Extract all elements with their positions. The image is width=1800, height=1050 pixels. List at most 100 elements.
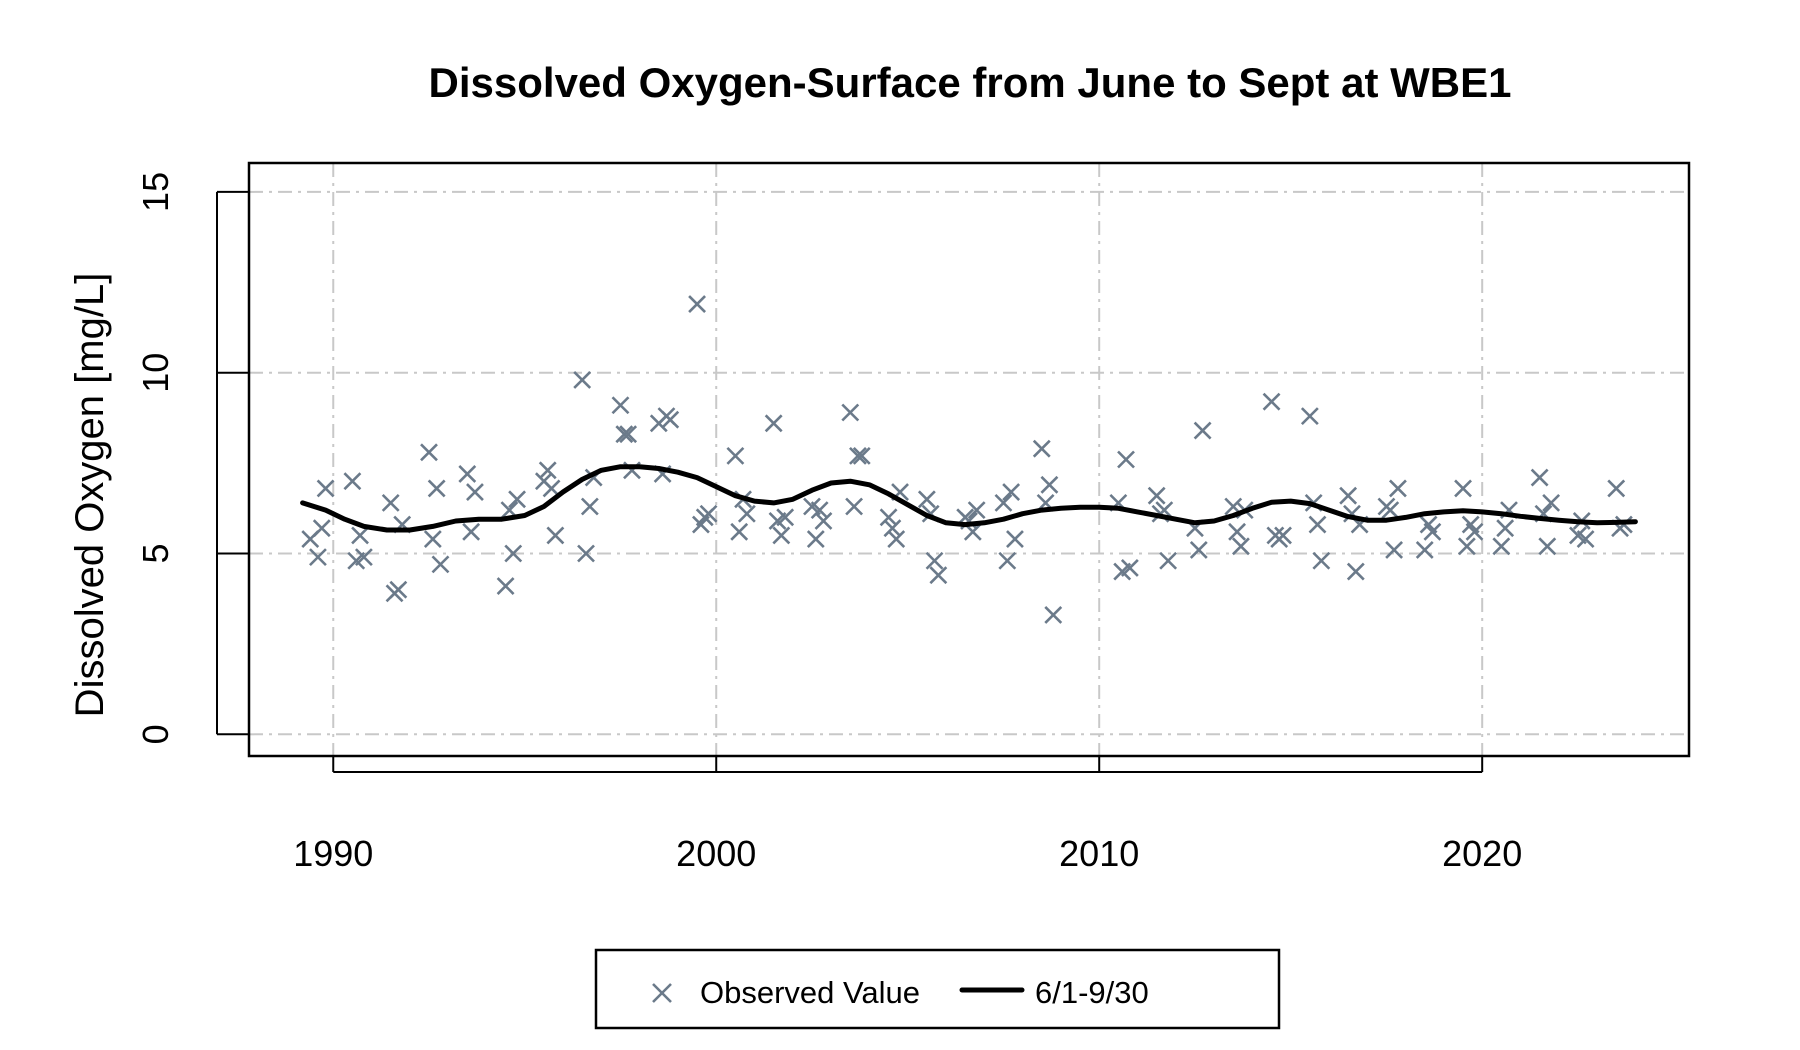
data-point <box>577 544 595 563</box>
data-point <box>737 504 756 523</box>
data-point <box>879 508 898 527</box>
data-point <box>1300 407 1319 426</box>
x-tick-label: 2020 <box>1442 833 1522 874</box>
x-tick-label: 1990 <box>293 833 373 874</box>
data-point <box>1231 537 1250 556</box>
data-point <box>546 526 565 545</box>
data-point <box>1607 479 1626 498</box>
data-point <box>1576 530 1595 548</box>
x-tick-label: 2000 <box>676 833 756 874</box>
data-point <box>806 530 825 548</box>
data-point <box>925 551 944 570</box>
data-point <box>1159 551 1178 570</box>
data-point <box>343 472 362 491</box>
data-point <box>810 501 829 520</box>
data-point <box>1542 493 1561 512</box>
data-point <box>538 461 557 480</box>
data-point <box>849 446 867 465</box>
data-point <box>764 414 783 433</box>
data-point <box>1228 522 1247 541</box>
trend-line-group <box>300 464 1638 533</box>
data-point <box>917 490 936 509</box>
data-point <box>772 526 791 545</box>
chart-title: Dissolved Oxygen-Surface from June to Se… <box>429 59 1512 106</box>
plot-frame <box>247 161 1691 758</box>
data-point <box>730 522 749 541</box>
data-point <box>1147 486 1166 505</box>
axes: 1990 2000 2010 2020 0 5 10 15 <box>135 172 1522 874</box>
data-point <box>852 446 871 465</box>
grid <box>249 163 1689 756</box>
data-point <box>994 493 1013 512</box>
data-point <box>351 526 369 545</box>
data-point <box>1454 479 1472 498</box>
data-point <box>1339 486 1358 505</box>
data-point <box>316 479 335 498</box>
legend-trend-label: 6/1-9/30 <box>1035 975 1149 1010</box>
data-point <box>1262 392 1281 411</box>
legend-box <box>594 948 1281 1030</box>
data-point <box>1538 537 1557 556</box>
data-point <box>726 446 745 465</box>
data-point <box>1389 479 1407 498</box>
data-point <box>1189 540 1208 559</box>
data-point <box>814 512 833 530</box>
data-point <box>354 548 373 567</box>
data-point <box>1496 519 1515 538</box>
data-point <box>573 371 592 389</box>
data-point <box>1346 562 1365 581</box>
legend: Observed Value 6/1-9/30 <box>594 948 1281 1030</box>
y-axis-label: Dissolved Oxygen [mg/L] <box>68 273 112 718</box>
data-point <box>699 504 718 523</box>
data-point <box>312 519 331 538</box>
data-point <box>462 522 481 541</box>
data-point <box>309 548 327 567</box>
data-point <box>1492 537 1511 556</box>
data-point <box>967 501 986 520</box>
data-point <box>466 483 484 501</box>
data-point <box>1457 537 1476 556</box>
data-point <box>1117 450 1135 469</box>
data-point <box>1423 522 1442 541</box>
y-tick-label: 5 <box>135 543 176 563</box>
data-point <box>1385 540 1404 559</box>
data-point <box>1381 501 1400 520</box>
data-point <box>508 490 527 509</box>
data-point <box>1530 468 1549 487</box>
data-point <box>389 580 408 599</box>
data-point <box>1120 559 1139 577</box>
legend-observed-marker <box>652 983 672 1003</box>
data-point <box>841 403 860 422</box>
data-point <box>1032 439 1051 458</box>
data-point <box>619 425 638 444</box>
trend-line <box>300 464 1638 533</box>
data-point <box>1312 551 1331 570</box>
data-point <box>611 396 630 415</box>
data-point <box>1040 475 1059 494</box>
y-tick-label: 0 <box>135 724 176 744</box>
data-point <box>1044 606 1063 624</box>
data-point <box>580 497 599 516</box>
data-point <box>496 577 515 595</box>
observed-points <box>301 295 1633 624</box>
legend-observed-label: Observed Value <box>700 975 920 1010</box>
data-point <box>688 295 707 313</box>
data-point <box>615 425 634 444</box>
data-point <box>381 493 400 512</box>
y-tick-label: 15 <box>135 172 176 212</box>
data-point <box>998 551 1017 570</box>
data-point <box>776 508 795 527</box>
y-tick-label: 10 <box>135 353 176 393</box>
data-point <box>929 566 948 585</box>
data-point <box>423 530 442 548</box>
x-tick-label: 2010 <box>1059 833 1139 874</box>
data-point <box>1274 526 1292 545</box>
data-point <box>1002 483 1021 501</box>
data-point <box>427 479 446 498</box>
data-point <box>1006 530 1024 548</box>
data-point <box>504 544 523 563</box>
data-point <box>845 497 864 516</box>
data-point <box>458 465 477 483</box>
data-point <box>1465 522 1484 541</box>
